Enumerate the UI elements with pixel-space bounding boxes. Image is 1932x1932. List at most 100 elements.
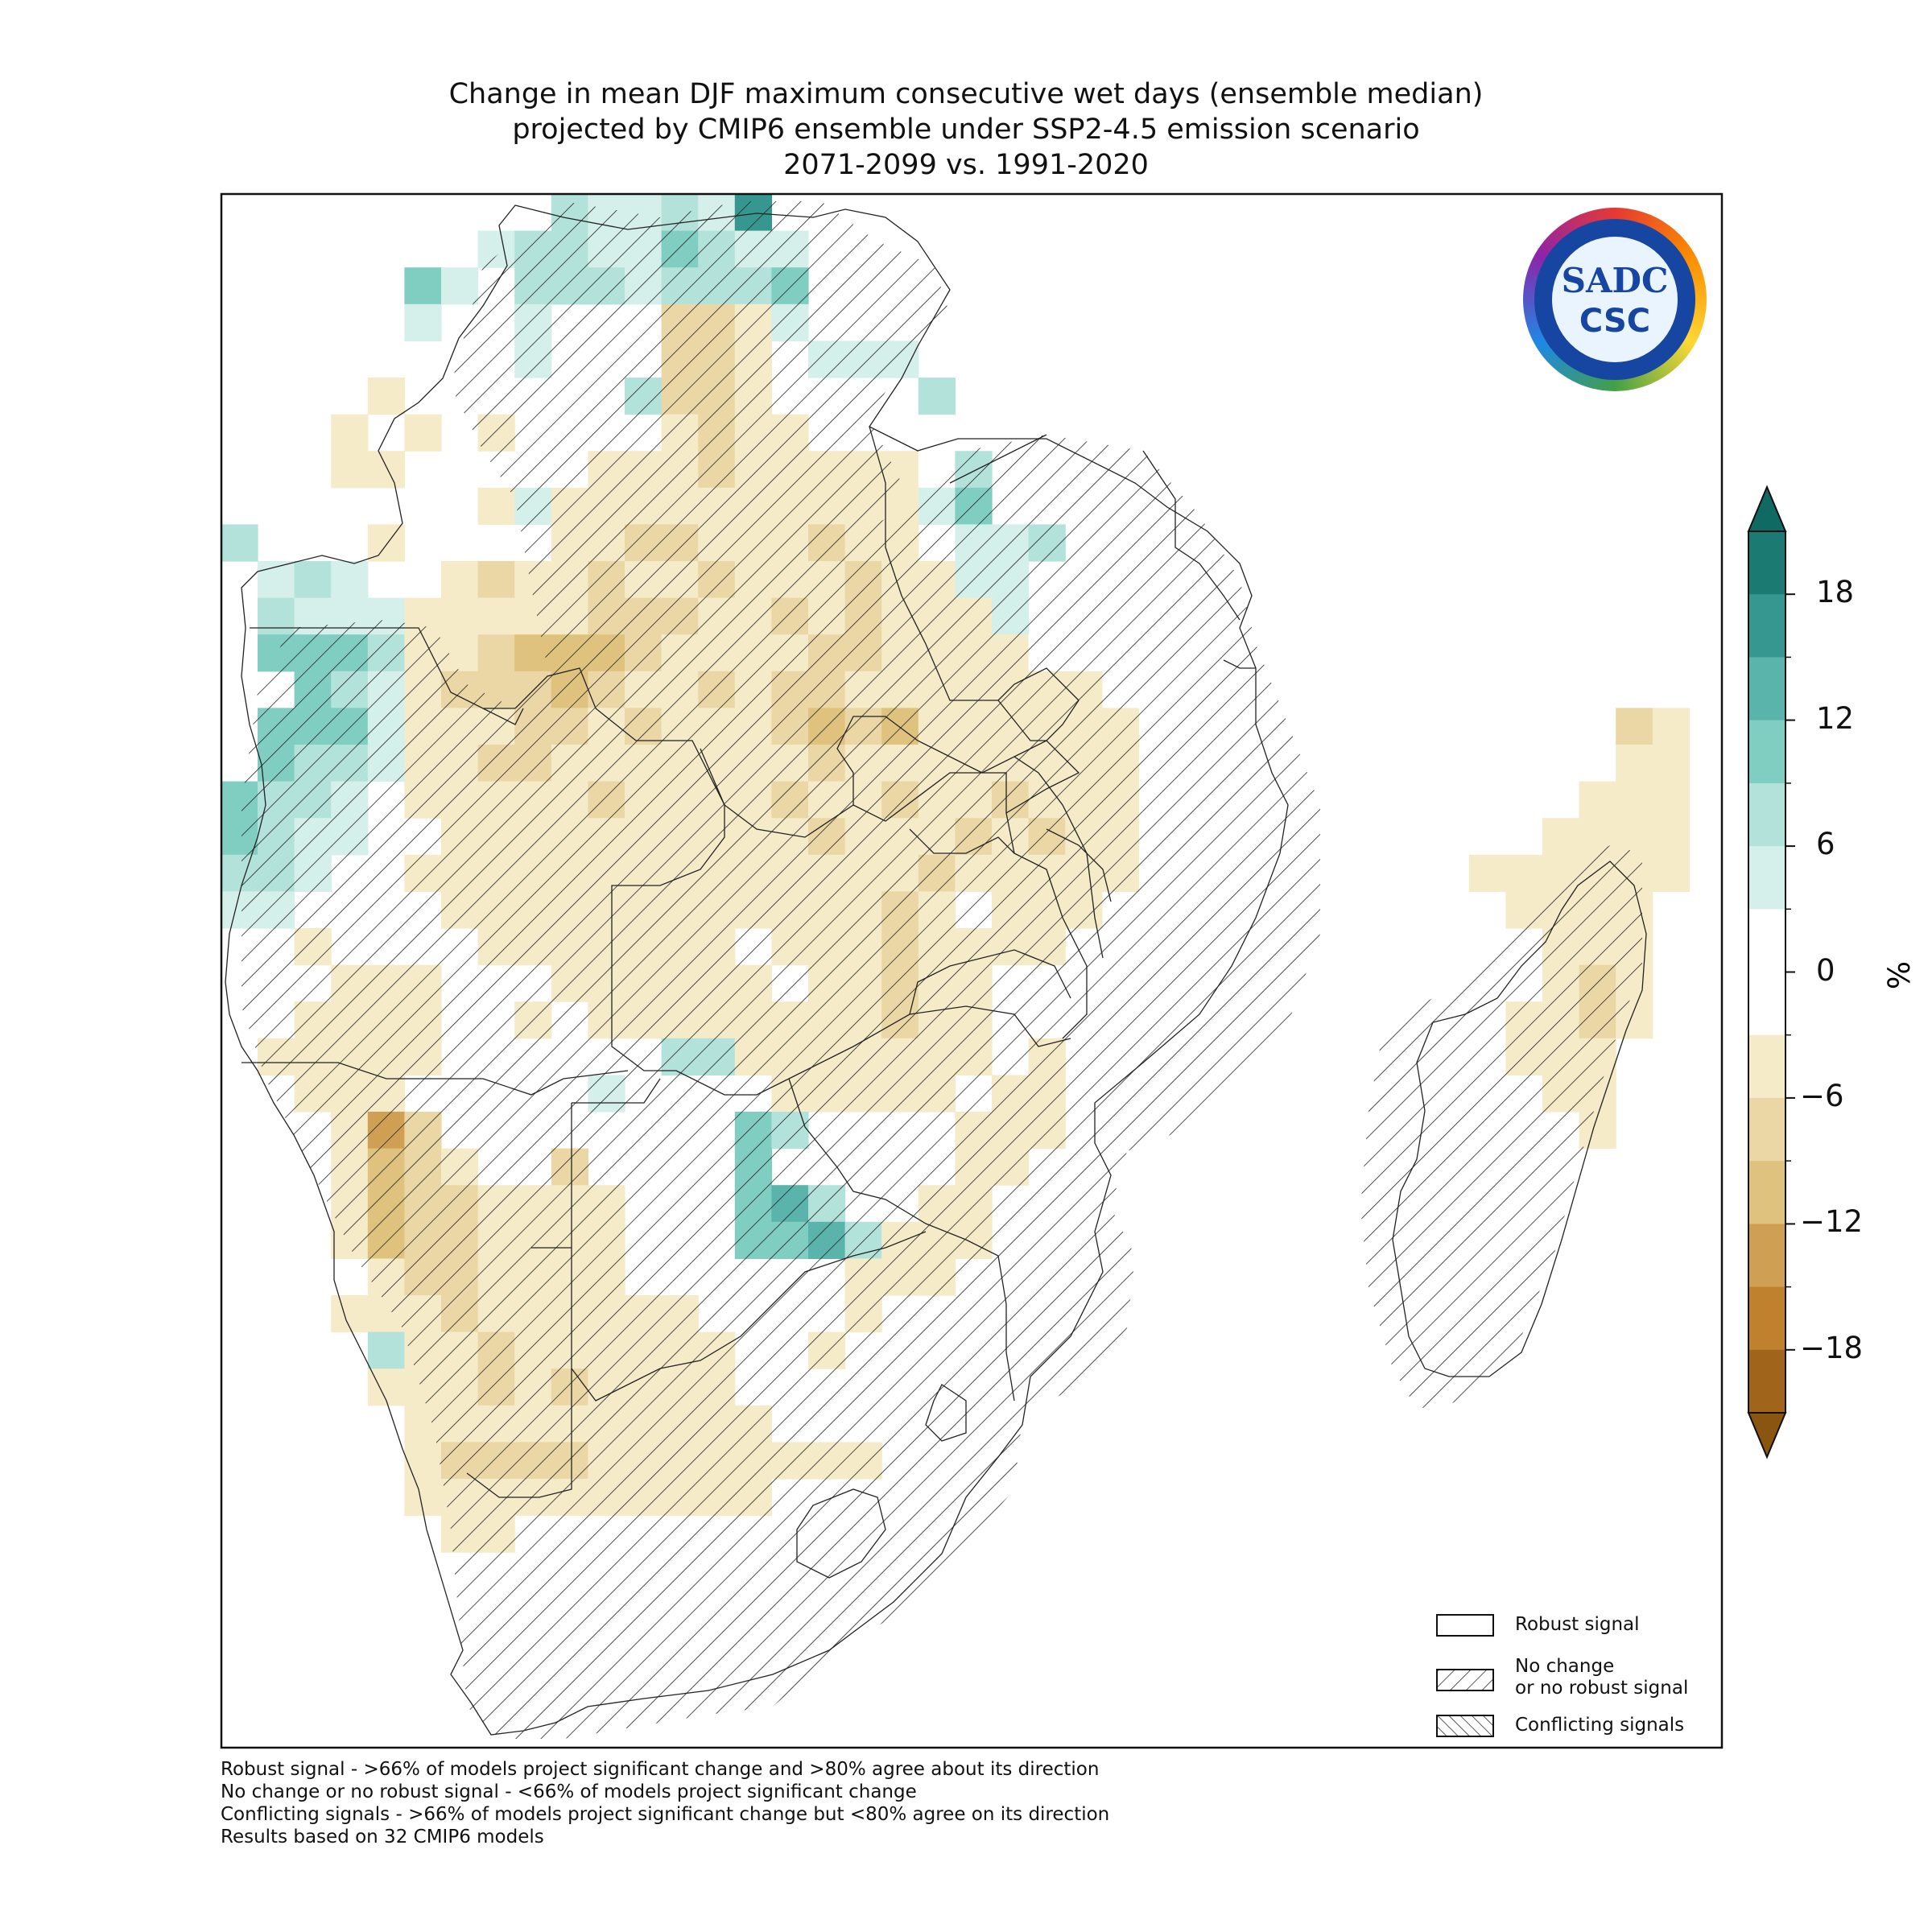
border-line-1 [250, 627, 515, 709]
footnote-1: Robust signal - >66% of models project s… [221, 1759, 1100, 1780]
border-line-5 [788, 1005, 1071, 1080]
colorbar-tick-label: −18 [1800, 1330, 1864, 1365]
colorbar-segment [1748, 531, 1785, 595]
border-line-13 [571, 1231, 927, 1402]
grid-cell [1542, 818, 1580, 856]
title-line-3: 2071-2099 vs. 1991-2020 [783, 149, 1149, 181]
logo-text-bottom: CSC [1579, 303, 1651, 340]
border-line-3 [611, 748, 790, 1096]
border-line-17 [982, 772, 1007, 813]
coastline-madagascar [1392, 861, 1647, 1377]
colorbar-tick-label: 0 [1816, 952, 1835, 988]
hatch-overlay [242, 201, 1642, 1739]
colorbar-tick-label: −6 [1800, 1078, 1844, 1113]
grid-cell [294, 561, 332, 599]
border-line-24 [482, 708, 524, 725]
footnote-4: Results based on 32 CMIP6 models [221, 1827, 544, 1847]
grid-cell [258, 597, 295, 635]
grid-cell [477, 487, 515, 525]
grid-cell [477, 561, 515, 599]
legend-label-robust: Robust signal [1515, 1614, 1640, 1635]
border-line-20 [949, 434, 1047, 484]
grid-cell [1579, 781, 1616, 819]
footnotes: Robust signal - >66% of models project s… [221, 1758, 1109, 1848]
legend-swatch-conflicting [1436, 1715, 1494, 1737]
coastline-mainland [225, 204, 1289, 1736]
grid-cell [477, 597, 515, 635]
border-line-14 [925, 1384, 967, 1442]
grid-cell [331, 451, 369, 489]
colorbar-segment [1748, 782, 1785, 847]
colorbar-tick-label: 18 [1816, 575, 1855, 610]
grid-cell [367, 524, 405, 562]
grid-cell [1652, 781, 1690, 819]
grid-cell [1616, 781, 1653, 819]
grid-cell [441, 561, 479, 599]
legend-swatch-nochange [1436, 1669, 1494, 1691]
title-line-2: projected by CMIP6 ensemble under SSP2-4… [512, 114, 1420, 146]
grid-cell [1505, 854, 1543, 892]
border-line-12 [788, 1078, 1015, 1402]
hatch-region-madagascar [1360, 845, 1642, 1409]
border-line-16 [909, 828, 1015, 854]
grid-cell [367, 378, 405, 415]
footnote-3: Conflicting signals - >66% of models pro… [221, 1804, 1110, 1825]
border-line-4 [242, 1062, 629, 1096]
colorbar-segment [1748, 594, 1785, 658]
colorbar-segment [1748, 1161, 1785, 1224]
grid-cell [441, 267, 479, 305]
colorbar-segment [1748, 657, 1785, 721]
logo-ring: SADC CSC [1534, 219, 1695, 380]
grid-cell [1468, 854, 1506, 892]
colorbar-segment [1748, 972, 1785, 1036]
border-line-8 [1013, 756, 1104, 959]
logo-text-top: SADC [1561, 261, 1669, 300]
grid-cell [1652, 708, 1690, 745]
map-frame [220, 192, 1724, 1749]
island-outline [1223, 659, 1256, 669]
colorbar-extend-bottom [1747, 1412, 1787, 1459]
legend-label-nochange-1: No change [1515, 1656, 1615, 1677]
grid-cell [1616, 708, 1653, 745]
border-line-9 [466, 1103, 572, 1498]
colorbar-segment [1748, 909, 1785, 972]
hatch-region-north [242, 201, 1320, 1739]
colorbar-segment [1748, 1224, 1785, 1288]
colorbar-unit-label: % [1882, 960, 1918, 990]
grid-cell [331, 561, 369, 599]
footnote-2: No change or no robust signal - <66% of … [221, 1781, 917, 1802]
border-line-21 [869, 426, 998, 701]
border-line-18 [997, 700, 1046, 741]
grid-cell [367, 1331, 405, 1369]
grid-cell [1652, 818, 1690, 856]
border-line-7 [836, 716, 983, 805]
border-line-10 [572, 1078, 661, 1104]
colorbar-segment [1748, 846, 1785, 910]
chart-title: Change in mean DJF maximum consecutive w… [0, 76, 1932, 183]
grid-cell [1652, 854, 1690, 892]
colorbar-segment [1748, 1349, 1785, 1414]
colorbar-segment [1748, 720, 1785, 784]
grid-cell [1616, 745, 1653, 782]
legend-label-nochange-2: or no robust signal [1515, 1678, 1689, 1699]
colorbar [1747, 485, 1795, 1459]
title-line-1: Change in mean DJF maximum consecutive w… [448, 78, 1484, 110]
border-line-15 [796, 1488, 886, 1579]
grid-cell [441, 597, 479, 635]
sadc-csc-logo: SADC CSC [1523, 208, 1707, 391]
colorbar-tick-label: −12 [1800, 1204, 1864, 1240]
grid-cell [918, 378, 956, 415]
grid-cell [477, 634, 515, 672]
colorbar-tick-label: 12 [1816, 700, 1855, 736]
border-line-2 [514, 667, 1088, 1039]
grid-cell [1652, 745, 1690, 782]
legend-swatch-robust [1436, 1614, 1494, 1637]
border-line-22 [1142, 450, 1241, 621]
colorbar-extend-top [1747, 485, 1787, 532]
grid-cell [221, 524, 258, 562]
grid-cell [404, 267, 442, 305]
grid-cell [367, 451, 405, 489]
colorbar-segment [1748, 1286, 1785, 1351]
colorbar-segment [1748, 1097, 1785, 1162]
colorbar-segment [1748, 1034, 1785, 1099]
